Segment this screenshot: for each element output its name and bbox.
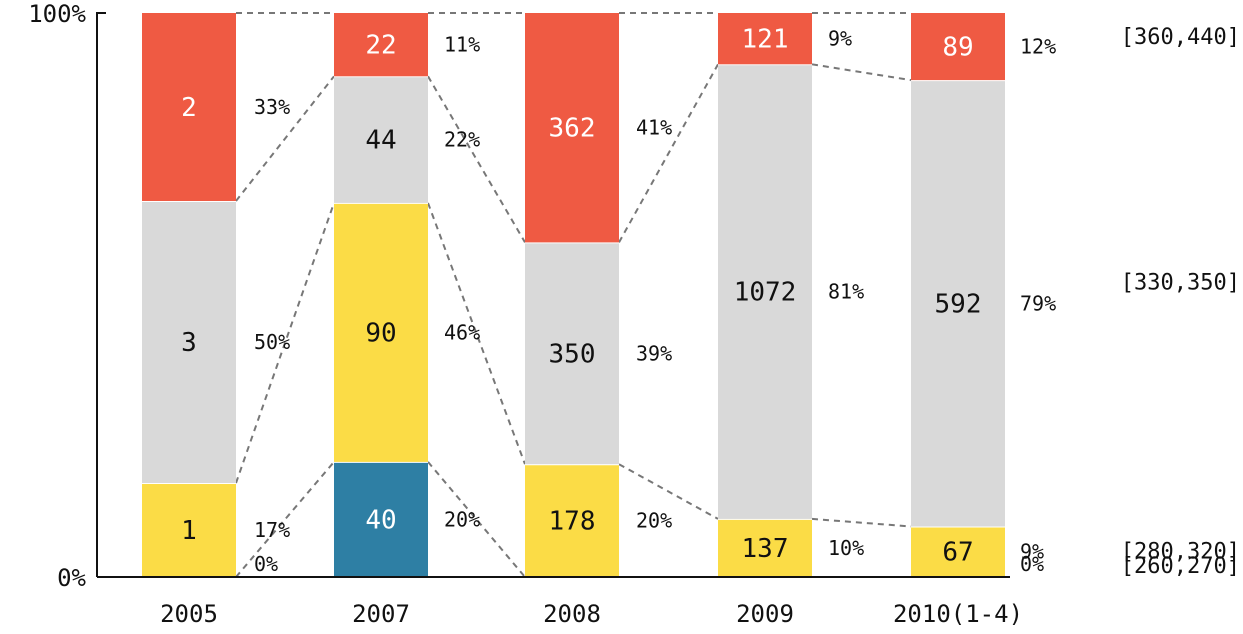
bar-value-label: 90 [365,318,396,348]
connector-line [811,517,912,528]
bar-value-label: 3 [181,328,197,358]
bar-segment-330350-1 [334,76,428,203]
bar-value-label: 44 [365,126,396,156]
bar-value-label: 2 [181,93,197,123]
bar-segment-360440-3 [718,13,812,65]
category-labels: 2005 2007 2008 2009 2010(1-4) [160,600,1023,628]
percent-label: 9% [1020,540,1044,564]
bar-value-label: 40 [365,505,396,535]
bar-value-label: 22 [365,31,396,61]
connector-line [427,202,526,465]
percent-label: 20% [636,509,672,533]
x-tick-label: 2008 [543,600,601,628]
bar-segment-280320-1 [334,202,428,462]
connector-line [235,461,335,578]
percent-label: 39% [636,341,672,365]
bar-segment-360440-1 [334,13,428,77]
legend-range-labels: [260,270][280,320] [330,350] [360,440] [1121,25,1240,579]
percent-label: 50% [254,330,290,354]
bar-segment-360440-0 [142,13,236,201]
percent-labels: 0% 17% 50% 33% 20% 46% 22% 11% 20% 39% 41% 10% 81% 9%… [254,27,1056,576]
bar-segment-260270-1 [334,461,428,577]
x-tick-label: 2005 [160,600,218,628]
connector-line [427,75,526,243]
connector-line [618,463,719,520]
percent-label: 9% [828,27,852,51]
legend-range-label: [260,270] [1121,554,1240,579]
connector-line [811,63,912,82]
percent-label: 17% [254,518,290,542]
y-tick-label-top: 100% [28,0,86,28]
legend-range-label: [360,440] [1121,25,1240,50]
percent-label: 12% [1020,35,1056,59]
connector-line [618,63,719,243]
connector-line [235,202,335,484]
bar-value-label: 362 [549,114,596,144]
bar-value-label: 121 [742,25,789,55]
percent-label: 79% [1020,291,1056,315]
x-tick-label: 2010(1-4) [893,600,1023,628]
bar-segment-330350-2 [525,242,619,465]
x-tick-label: 2009 [736,600,794,628]
bar-segment-360440-2 [525,13,619,243]
percent-label: 10% [828,536,864,560]
bar-value-label: 89 [942,33,973,63]
percent-label: 41% [636,116,672,140]
bar-value-label: 350 [549,339,596,369]
bar-value-label: 137 [742,534,789,564]
bar-value-label: 67 [942,538,973,568]
bar-segment-330350-4 [911,80,1005,527]
connector-lines [235,12,912,578]
bar-value-label: 178 [549,507,596,537]
axes: 100% 0% [28,0,1010,592]
bar-segment-280320-2 [525,464,619,577]
bar-segment-280320-0 [142,483,236,577]
bars: 1 3 2 40 90 44 22 178 350 362 137 1072 121 67 592 89 [142,13,1005,577]
bar-segment-360440-4 [911,13,1005,81]
legend-range-label: [280,320] [1121,540,1240,565]
bar-segment-330350-3 [718,64,812,519]
connector-line [235,75,335,202]
y-tick-label-bottom: 0% [57,564,86,592]
bar-value-label: 592 [935,289,982,319]
percent-label: 81% [828,280,864,304]
legend-range-label: [330,350] [1121,270,1240,295]
percent-label: 33% [254,95,290,119]
percent-label: 20% [444,507,480,531]
percent-label: 0% [1020,552,1044,576]
percent-label: 46% [444,320,480,344]
percent-label: 11% [444,33,480,57]
percent-label: 22% [444,128,480,152]
connector-line [427,461,526,578]
bar-segment-280320-3 [718,518,812,577]
bar-segment-280320-4 [911,526,1005,577]
percent-label: 0% [254,552,278,576]
x-tick-label: 2007 [352,600,410,628]
bar-value-label: 1072 [734,278,797,308]
bar-segment-330350-0 [142,201,236,483]
bar-value-label: 1 [181,516,197,546]
